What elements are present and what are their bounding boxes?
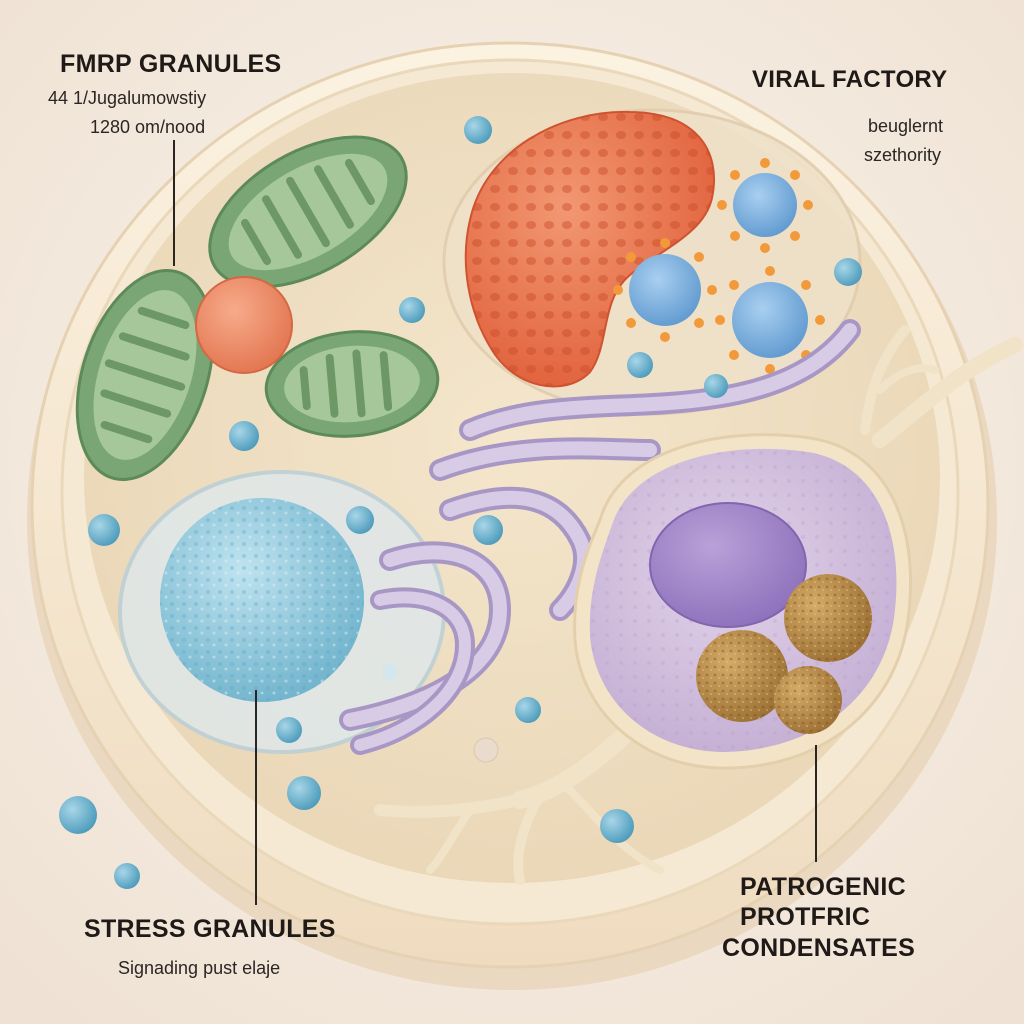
fmrp-granule (195, 276, 293, 374)
stress-granules-title: STRESS GRANULES (84, 915, 336, 943)
small-granule (627, 352, 653, 378)
small-vesicle (473, 737, 499, 763)
virus-particle (717, 158, 813, 253)
mitochondrion (75, 269, 215, 481)
viral-factory-title: VIRAL FACTORY (752, 66, 948, 93)
pathogenic-title-line1: PATROGENIC (740, 873, 906, 901)
small-granule (88, 514, 120, 546)
small-granule (59, 796, 97, 834)
small-granule (473, 515, 503, 545)
small-granule (515, 697, 541, 723)
small-granule (464, 116, 492, 144)
stress-granules-line1: Signading pust elaje (118, 958, 281, 978)
stress-granule (160, 498, 364, 702)
pathogenic-title-line2: PROTFRIC (740, 903, 871, 931)
fmrp-granules-title: FMRP GRANULES (60, 50, 282, 78)
small-granule (399, 297, 425, 323)
small-granule (287, 776, 321, 810)
virus-particle (613, 238, 717, 342)
small-granule (834, 258, 862, 286)
nucleolus (649, 502, 807, 628)
rna-granules (59, 116, 862, 889)
small-granule (704, 374, 728, 398)
golgi-apparatus (339, 319, 861, 755)
virus-particle (715, 266, 825, 374)
fmrp-granules-line1: 44 1/Jugalumowstiy (48, 88, 207, 108)
mitochondrion (264, 330, 440, 438)
small-granule (346, 506, 374, 534)
viral-factory-line1: beuglernt (868, 116, 944, 136)
rough-er (464, 110, 715, 388)
pathogenic-title-line3: CONDENSATES (722, 934, 916, 962)
small-granule (229, 421, 259, 451)
small-granule (382, 664, 398, 680)
small-granule (600, 809, 634, 843)
pathogenic-condensate (774, 666, 842, 734)
pathogenic-condensate (784, 574, 872, 662)
fmrp-granules-line2: 1280 om/nood (90, 117, 206, 137)
pathogenic-condensate (696, 630, 788, 722)
viral-factory-line2: szethority (864, 145, 942, 165)
small-granule (114, 863, 140, 889)
mitochondrion (208, 135, 408, 289)
small-granule (276, 717, 302, 743)
